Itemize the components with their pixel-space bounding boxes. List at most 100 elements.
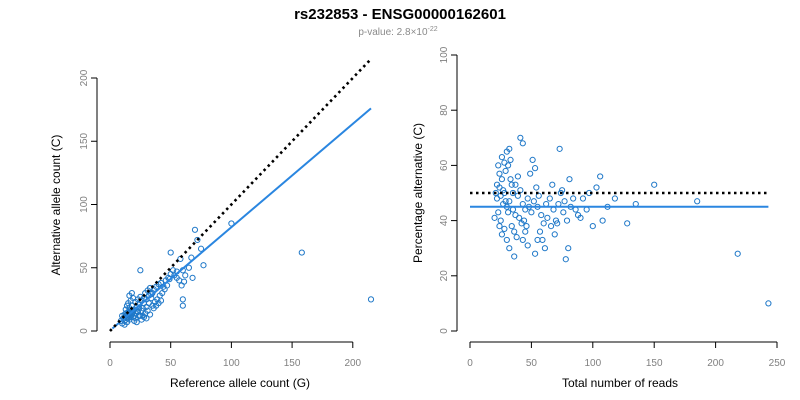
right-x-axis-label: Total number of reads <box>562 376 678 390</box>
right-data-point <box>513 234 520 241</box>
right-data-point <box>508 223 515 230</box>
right-data-point <box>509 189 517 197</box>
right-data-point <box>511 228 518 235</box>
left-y-tick-label: 150 <box>79 132 90 149</box>
right-data-point <box>541 245 549 252</box>
figure-title: rs232853 - ENSG00000162601 <box>294 6 506 23</box>
right-data-point <box>506 145 513 152</box>
left-data-point <box>182 272 189 279</box>
left-panel-scatter-plot: 0 50 100 150 200 0 50 100 150 200 Reference allele… <box>49 58 375 390</box>
left-x-tick-label: 0 <box>107 358 113 369</box>
left-data-point <box>298 249 305 256</box>
right-panel-scatter-plot: 0 50 100 150 200 250 0 20 40 60 80 100 Total number … <box>411 46 786 390</box>
right-data-point <box>561 198 568 205</box>
right-data-point <box>501 159 508 166</box>
right-data-point <box>498 231 506 238</box>
left-data-point <box>200 262 207 269</box>
right-data-point <box>538 211 545 219</box>
right-x-tick-label: 50 <box>526 358 538 369</box>
left-data-point <box>178 282 185 289</box>
right-data-point <box>507 176 514 183</box>
left-data-point <box>157 297 165 304</box>
right-data-point <box>527 170 534 177</box>
right-data-point <box>624 220 631 227</box>
right-data-point <box>508 181 515 188</box>
right-data-point <box>492 189 499 197</box>
right-data-point <box>504 162 512 169</box>
right-data-point <box>547 223 555 230</box>
right-data-point <box>520 217 528 224</box>
left-data-point <box>167 249 174 256</box>
left-data-point <box>136 312 143 319</box>
left-reference-line <box>109 58 372 332</box>
left-y-tick-label: 200 <box>79 69 90 86</box>
right-data-point <box>533 184 540 191</box>
right-data-point <box>765 300 772 307</box>
right-data-point <box>493 181 501 188</box>
right-data-point <box>498 176 506 183</box>
right-data-point <box>597 173 604 180</box>
right-data-point <box>519 236 526 244</box>
right-data-point <box>514 173 521 180</box>
left-data-point <box>143 315 150 322</box>
right-data-point <box>528 209 535 216</box>
left-data-point <box>180 278 188 285</box>
right-data-point <box>556 145 563 152</box>
right-data-point <box>501 225 508 232</box>
left-data-point <box>189 274 196 281</box>
right-x-tick-label: 250 <box>769 358 786 369</box>
right-data-point <box>694 198 701 205</box>
left-data-point <box>150 305 157 312</box>
right-data-point <box>507 156 514 163</box>
left-y-tick-label: 0 <box>79 328 90 334</box>
right-data-point <box>502 167 509 175</box>
left-y-axis-label: Alternative allele count (C) <box>49 135 63 276</box>
right-data-point <box>611 195 619 202</box>
right-data-point <box>524 195 531 202</box>
right-y-axis-label: Percentage alternative (C) <box>411 123 425 263</box>
left-data-point <box>367 296 375 303</box>
right-data-point <box>554 220 561 227</box>
left-x-tick-label: 100 <box>223 358 240 369</box>
right-data-point <box>512 181 519 188</box>
right-data-point <box>531 165 539 172</box>
right-data-point <box>517 134 524 141</box>
right-x-tick-label: 100 <box>584 358 601 369</box>
right-data-point <box>497 217 504 224</box>
left-data-point <box>146 311 154 318</box>
left-data-point <box>185 264 193 271</box>
right-data-point <box>495 162 502 169</box>
right-data-point <box>540 220 547 227</box>
left-data-point <box>194 236 201 244</box>
right-data-point <box>565 245 572 252</box>
right-data-point <box>563 217 571 224</box>
left-data-point <box>179 302 186 309</box>
right-data-point <box>496 170 503 177</box>
left-x-axis-label: Reference allele count (G) <box>170 376 310 390</box>
right-data-point <box>496 223 503 230</box>
right-data-point <box>529 156 536 163</box>
right-data-point <box>516 214 523 221</box>
right-data-point <box>491 214 498 221</box>
right-data-point <box>531 250 539 257</box>
right-data-point <box>493 195 501 202</box>
left-data-point <box>133 319 140 326</box>
right-data-point <box>512 211 519 219</box>
right-data-point <box>522 228 529 235</box>
right-y-tick-label: 0 <box>439 328 450 334</box>
right-data-point <box>500 187 507 194</box>
right-data-point <box>519 140 526 147</box>
right-data-point <box>495 209 502 216</box>
right-data-point <box>570 195 577 202</box>
left-x-tick-label: 150 <box>284 358 301 369</box>
left-fit-line <box>111 107 372 330</box>
left-x-tick-label: 50 <box>165 358 177 369</box>
left-x-tick-label: 200 <box>344 358 361 369</box>
left-data-point <box>122 306 129 313</box>
right-y-tick-label: 60 <box>439 159 450 171</box>
right-x-tick-label: 150 <box>646 358 663 369</box>
right-data-point <box>534 236 541 244</box>
right-x-tick-label: 0 <box>467 358 473 369</box>
left-data-point <box>123 319 131 326</box>
